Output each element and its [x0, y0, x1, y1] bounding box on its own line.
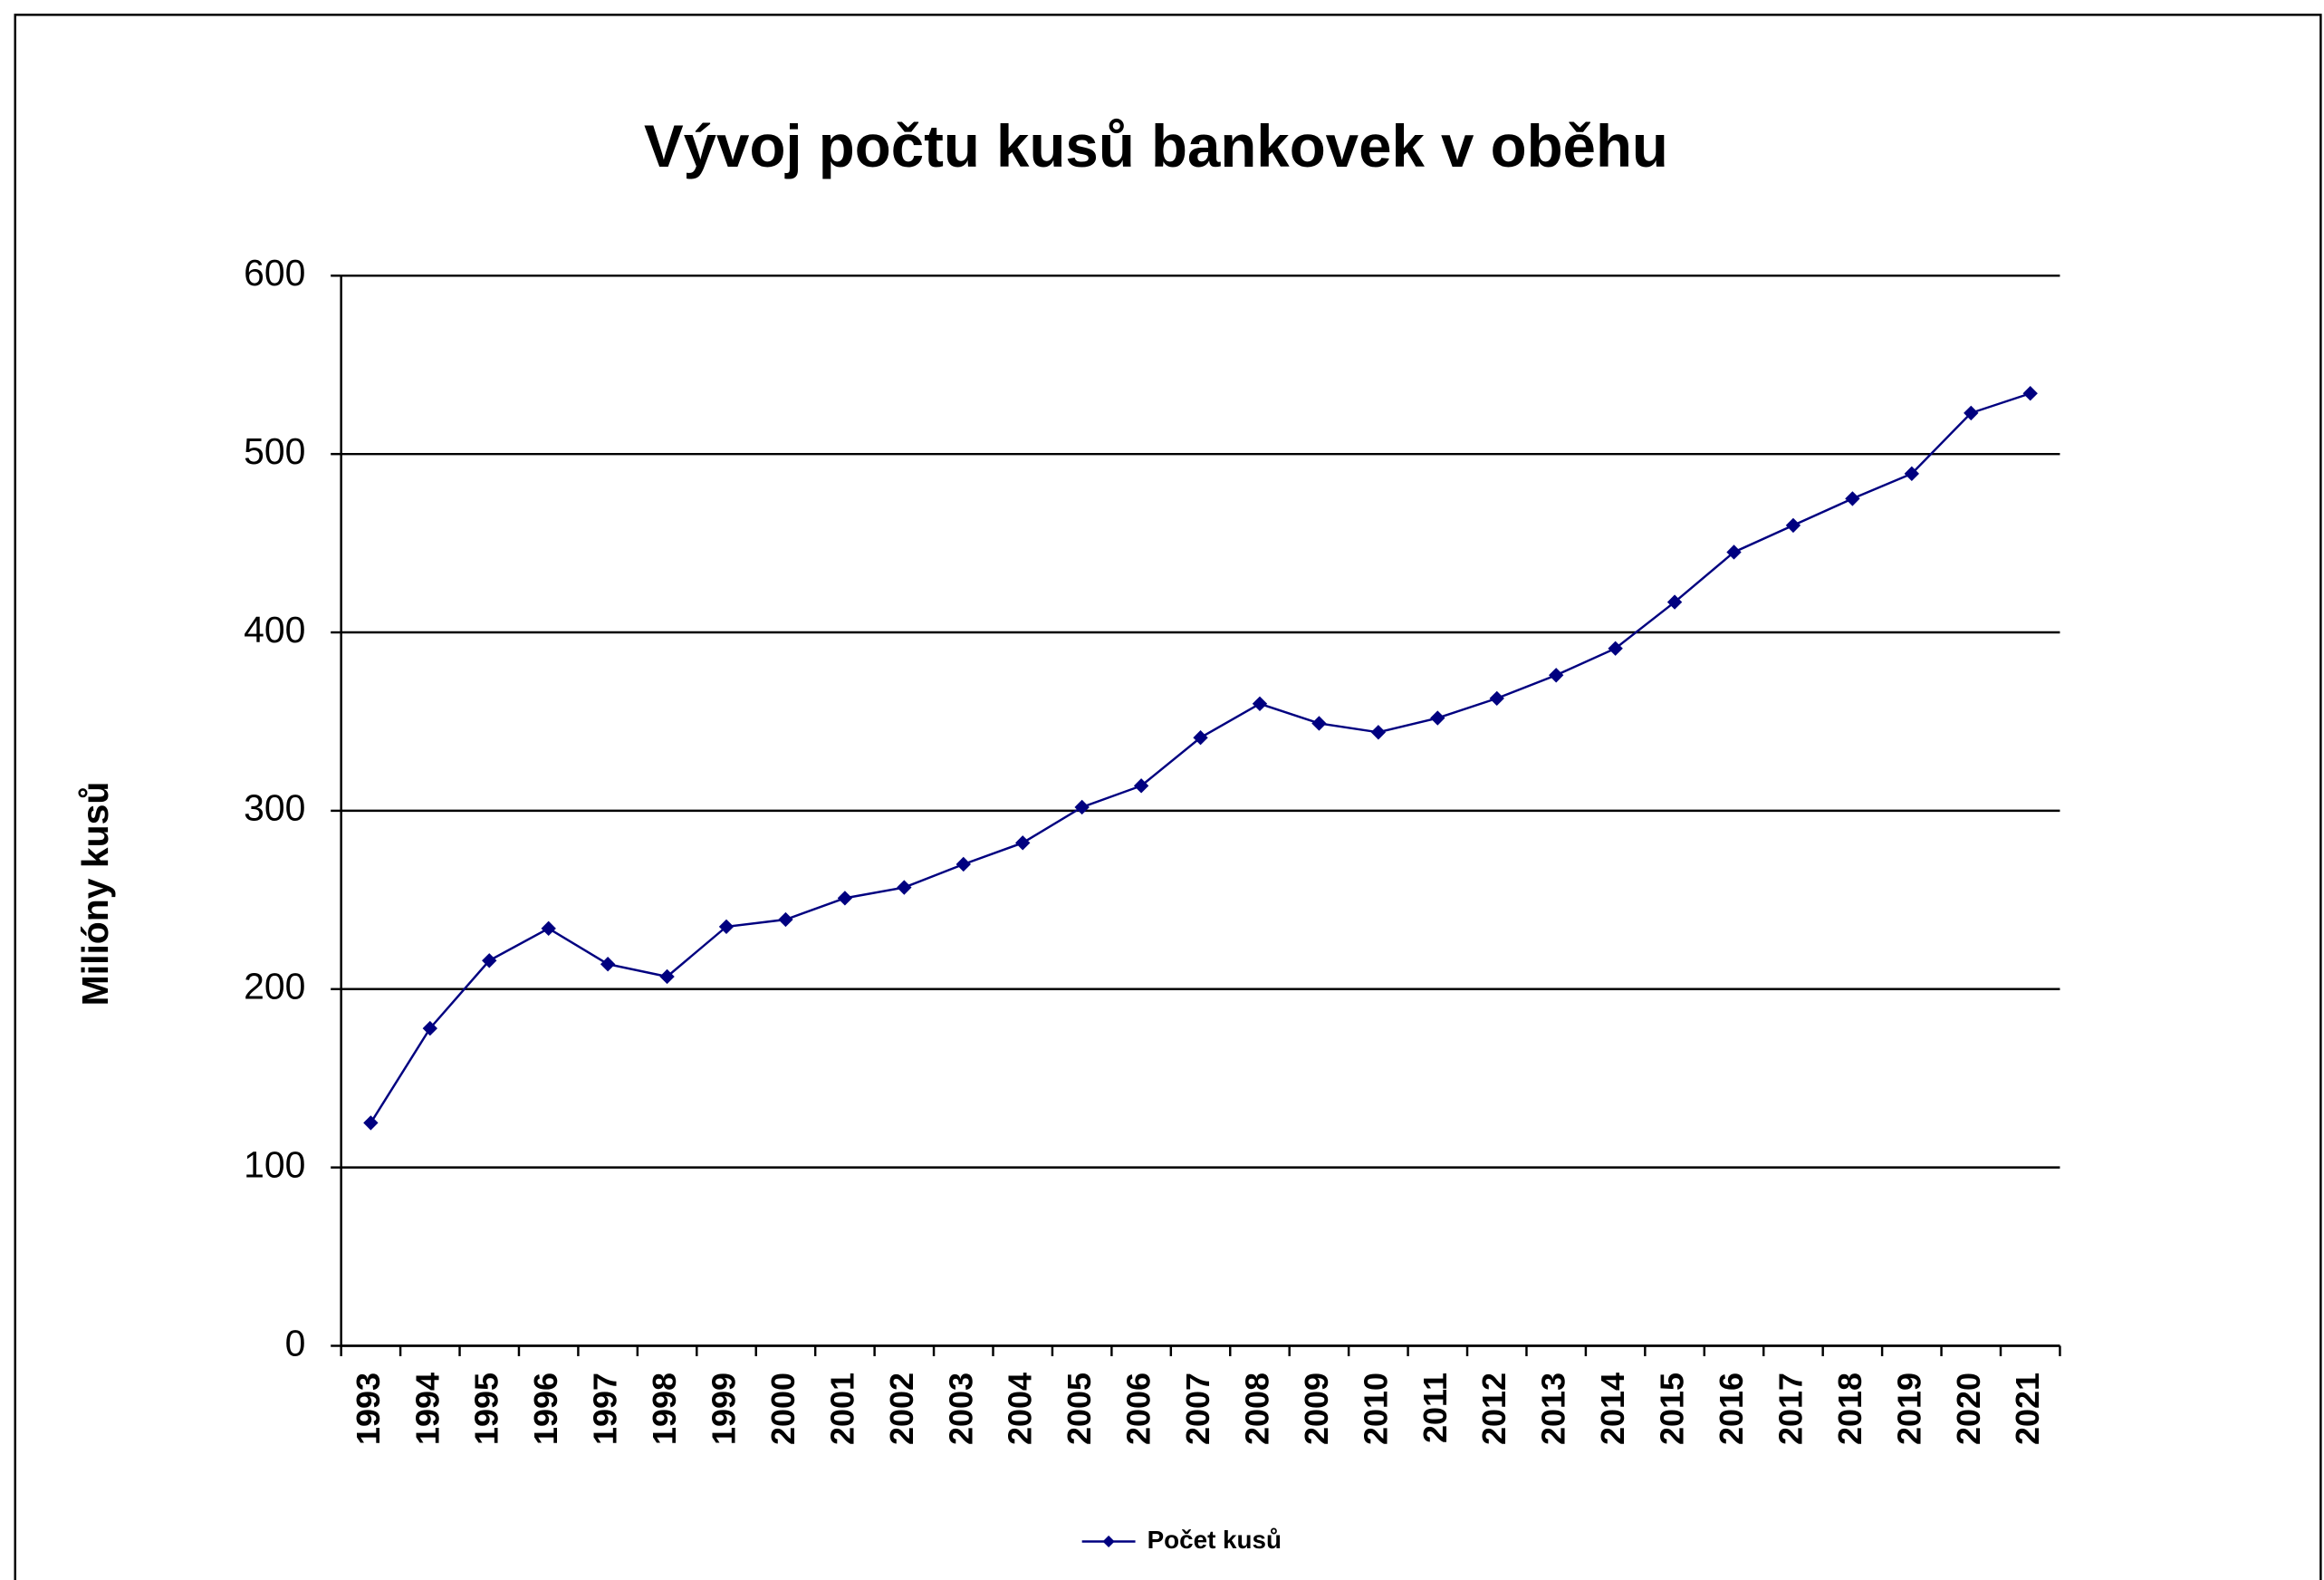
y-axis-label: Milióny kusů	[74, 782, 116, 1007]
point	[837, 891, 853, 906]
point	[363, 1115, 379, 1131]
y-tick-label: 200	[244, 966, 305, 1007]
x-tick-label: 2003	[942, 1373, 979, 1445]
x-tick-label: 2002	[883, 1373, 920, 1445]
point	[1845, 491, 1860, 506]
x-tick-label: 2018	[1831, 1373, 1868, 1445]
y-tick-label: 500	[244, 430, 305, 472]
x-tick-label: 2001	[823, 1373, 860, 1445]
point	[482, 953, 497, 968]
x-tick-label: 2016	[1713, 1373, 1750, 1445]
x-tick-label: 2005	[1061, 1373, 1098, 1445]
y-tick-label: 600	[244, 252, 305, 294]
legend-label: Počet kusů	[1148, 1526, 1282, 1554]
x-tick-label: 2009	[1298, 1373, 1335, 1445]
legend-marker	[1102, 1535, 1115, 1548]
x-tick-label: 1999	[706, 1373, 743, 1445]
x-tick-label: 1995	[468, 1373, 505, 1445]
point	[1964, 405, 1979, 421]
point	[956, 856, 971, 872]
y-tick-label: 400	[244, 609, 305, 650]
y-tick-label: 100	[244, 1143, 305, 1185]
x-tick-label: 2014	[1594, 1373, 1631, 1445]
point	[422, 1020, 437, 1036]
x-tick-label: 2015	[1654, 1373, 1691, 1445]
point	[1666, 594, 1683, 610]
x-tick-label: 2017	[1772, 1373, 1809, 1445]
point	[1133, 778, 1149, 794]
chart-title: Vývoj počtu kusů bankovek v oběhu	[644, 113, 1668, 179]
point	[1074, 799, 1090, 815]
x-tick-label: 2008	[1238, 1373, 1275, 1445]
point	[1726, 544, 1742, 560]
x-tick-label: 2007	[1179, 1373, 1216, 1445]
x-tick-label: 2021	[2009, 1373, 2046, 1445]
point	[1430, 710, 1445, 726]
point	[1015, 835, 1031, 851]
y-tick-label: 300	[244, 787, 305, 829]
point	[1370, 725, 1387, 740]
x-tick-label: 2012	[1475, 1373, 1513, 1445]
x-tick-label: 1998	[646, 1373, 683, 1445]
x-tick-label: 2011	[1416, 1373, 1454, 1443]
x-tick-label: 2019	[1890, 1373, 1927, 1445]
point	[541, 920, 556, 937]
x-tick-label: 2006	[1120, 1373, 1157, 1445]
x-tick-label: 1996	[527, 1373, 564, 1445]
point	[2022, 386, 2038, 401]
x-tick-label: 1994	[408, 1373, 446, 1445]
x-tick-label: 2013	[1535, 1373, 1572, 1445]
x-tick-label: 2000	[764, 1373, 802, 1445]
y-tick-label: 0	[285, 1322, 306, 1363]
point	[1785, 517, 1801, 534]
x-tick-label: 2020	[1950, 1373, 1987, 1445]
x-tick-label: 2004	[1002, 1373, 1039, 1445]
point	[1193, 730, 1208, 746]
point	[1489, 690, 1504, 707]
x-tick-label: 1993	[350, 1373, 387, 1445]
x-tick-label: 2010	[1357, 1373, 1394, 1445]
point	[1549, 668, 1564, 683]
x-tick-label: 1997	[587, 1373, 624, 1445]
